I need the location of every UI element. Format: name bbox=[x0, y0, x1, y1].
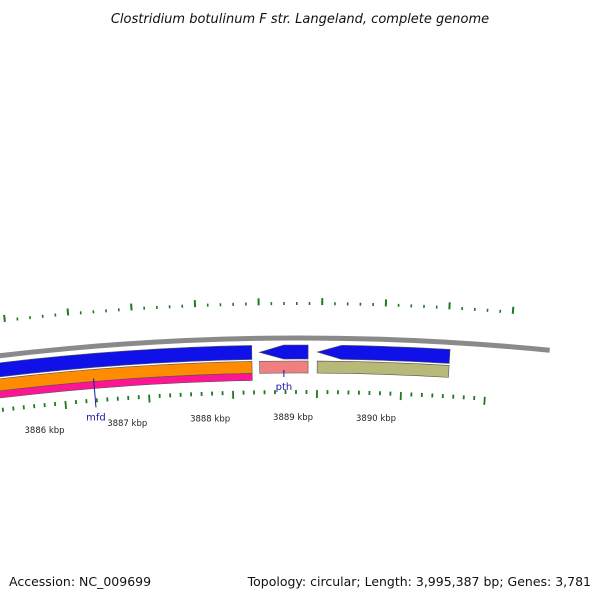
gene-labels: spoVB-2CLI_3757prsAmfdpth bbox=[86, 370, 293, 423]
outer-tick bbox=[3, 314, 6, 323]
gene-label: pth bbox=[276, 382, 293, 393]
feature-outer bbox=[316, 345, 451, 364]
feature-inner1 bbox=[259, 360, 309, 374]
map-title: Clostridium botulinum F str. Langeland, … bbox=[111, 12, 489, 27]
outer-tick bbox=[511, 306, 515, 314]
outer-tick-ring bbox=[3, 298, 515, 323]
summary-text: Topology: circular; Length: 3,995,387 bp… bbox=[247, 574, 591, 589]
gene-leader-line bbox=[93, 378, 97, 408]
kbp-label: 3886 kbp bbox=[25, 426, 65, 436]
kbp-label: 3890 kbp bbox=[356, 414, 396, 424]
feature-inner2 bbox=[0, 373, 253, 399]
inner-tick bbox=[64, 400, 67, 410]
kbp-label: 3888 kbp bbox=[190, 415, 230, 425]
outer-tick bbox=[66, 308, 70, 316]
backbone bbox=[0, 335, 550, 359]
kbp-label: 3887 kbp bbox=[107, 419, 147, 429]
feature-tracks bbox=[0, 344, 451, 399]
feature-outer bbox=[258, 344, 309, 360]
kbp-label: 3889 kbp bbox=[273, 413, 313, 423]
kbp-scale-labels: 3882 kbp3883 kbp3884 kbp3885 kbp3886 kbp… bbox=[25, 413, 397, 436]
feature-inner1 bbox=[316, 360, 450, 378]
inner-tick-ring bbox=[1, 390, 486, 412]
gene-label: mfd bbox=[86, 412, 106, 423]
feature-outer bbox=[0, 345, 253, 378]
inner-tick bbox=[483, 396, 486, 405]
accession-text: Accession: NC_009699 bbox=[9, 574, 151, 589]
backbone-line bbox=[0, 335, 550, 359]
